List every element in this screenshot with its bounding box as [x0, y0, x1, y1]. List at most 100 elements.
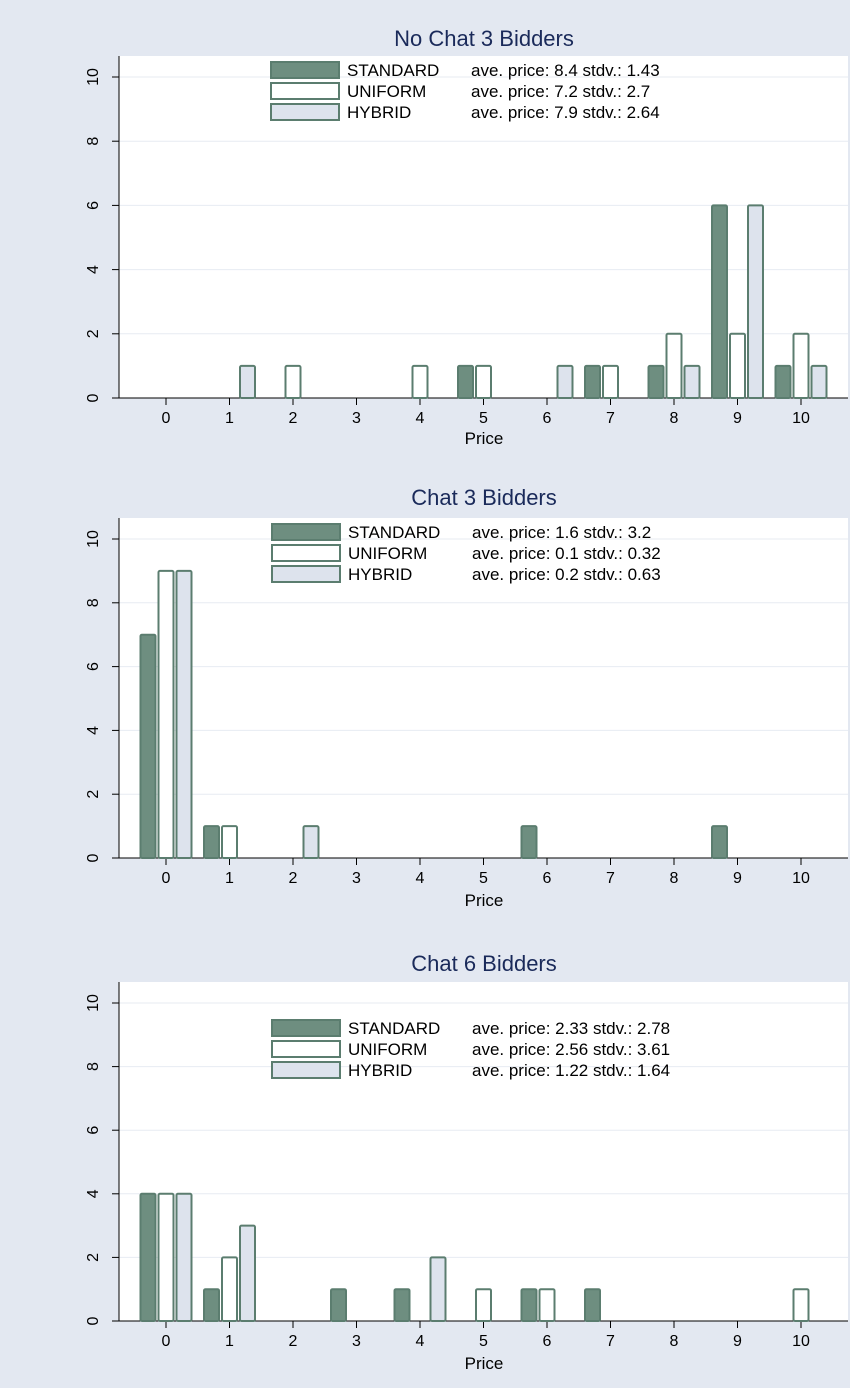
chart-title: No Chat 3 Bidders — [394, 26, 574, 51]
legend-name-hybrid: HYBRID — [347, 103, 411, 122]
legend-key-hybrid — [271, 565, 341, 583]
x-tick-label: 3 — [352, 870, 361, 887]
x-tick-label: 5 — [479, 870, 488, 887]
chart-panel-2: Chat 3 Bidders 0 2 4 6 8 10 0 1 2 3 4 5 6 7 8 9 10 Price ST… — [85, 485, 848, 910]
x-tick-label: 6 — [543, 1333, 552, 1350]
legend-name-standard: STANDARD — [348, 1019, 440, 1038]
bar-hybrid-0 — [175, 569, 193, 860]
legend-name-uniform: UNIFORM — [347, 82, 426, 101]
x-tick-label: 4 — [416, 410, 425, 427]
bar-standard-6 — [520, 1288, 538, 1322]
y-tick-label: 0 — [85, 393, 102, 402]
x-tick-label: 2 — [289, 410, 298, 427]
y-tick-label: 6 — [85, 201, 102, 210]
chart-panel-1: No Chat 3 Bidders 0 2 4 6 8 10 0 1 2 3 4 5 6 7 8 9 10 Pric… — [85, 26, 848, 448]
legend-key-uniform — [270, 82, 340, 100]
x-tick-label: 5 — [479, 1333, 488, 1350]
y-tick-label: 0 — [85, 1316, 102, 1325]
bar-standard-0 — [139, 633, 157, 860]
bar-uniform-5 — [475, 1288, 492, 1322]
y-tick-label: 2 — [85, 329, 102, 338]
y-tick-label: 10 — [85, 68, 102, 86]
legend-key-standard — [271, 523, 341, 541]
legend-stats-hybrid: ave. price: 0.2 stdv.: 0.63 — [472, 565, 661, 584]
x-tick-label: 7 — [606, 1333, 615, 1350]
bar-uniform-7 — [602, 364, 619, 399]
legend-key-uniform — [271, 1040, 341, 1058]
y-tick-label: 0 — [85, 853, 102, 862]
x-tick-label: 2 — [289, 870, 298, 887]
x-tick-label: 4 — [416, 870, 425, 887]
legend-key-uniform — [271, 544, 341, 562]
x-tick-label: 5 — [479, 410, 488, 427]
legend-key-standard — [271, 1019, 341, 1037]
x-tick-label: 1 — [225, 870, 234, 887]
x-tick-label: 10 — [792, 410, 810, 427]
bar-standard-1 — [203, 1288, 220, 1322]
y-tick-label: 4 — [85, 726, 102, 735]
legend-key-hybrid — [271, 1061, 341, 1079]
x-axis-label: Price — [465, 1354, 504, 1373]
bar-standard-0 — [139, 1192, 157, 1323]
bar-hybrid-6 — [556, 364, 574, 399]
y-tick-label: 10 — [85, 994, 102, 1012]
chart-title: Chat 6 Bidders — [411, 951, 557, 976]
bar-standard-5 — [457, 364, 474, 399]
x-tick-label: 7 — [606, 870, 615, 887]
y-tick-label: 4 — [85, 1189, 102, 1198]
bar-uniform-2 — [284, 364, 302, 399]
chart-title: Chat 3 Bidders — [411, 485, 557, 510]
legend-stats-standard: ave. price: 2.33 stdv.: 2.78 — [472, 1019, 670, 1038]
bar-uniform-10 — [792, 1288, 810, 1322]
legend-name-hybrid: HYBRID — [348, 1061, 412, 1080]
bar-standard-10 — [774, 364, 792, 399]
bar-uniform-10 — [792, 332, 810, 399]
legend-name-uniform: UNIFORM — [348, 1040, 427, 1059]
legend-stats-standard: ave. price: 1.6 stdv.: 3.2 — [472, 523, 651, 542]
bar-standard-4 — [393, 1288, 411, 1322]
legend-stats-hybrid: ave. price: 7.9 stdv.: 2.64 — [471, 103, 660, 122]
x-tick-label: 8 — [670, 870, 679, 887]
bar-standard-3 — [330, 1288, 347, 1322]
x-tick-label: 9 — [733, 1333, 742, 1350]
y-tick-label: 2 — [85, 790, 102, 799]
plot-area — [119, 518, 848, 858]
bar-uniform-6 — [538, 1288, 556, 1322]
bar-uniform-1 — [221, 1256, 238, 1323]
bar-uniform-0 — [157, 569, 175, 860]
y-tick-label: 2 — [85, 1253, 102, 1262]
y-tick-label: 8 — [85, 137, 102, 146]
y-tick-label: 10 — [85, 530, 102, 548]
y-tick-label: 8 — [85, 1062, 102, 1071]
legend-key-standard — [270, 61, 340, 79]
x-axis-label: Price — [465, 429, 504, 448]
x-tick-label: 0 — [162, 1333, 171, 1350]
x-tick-label: 4 — [416, 1333, 425, 1350]
bar-hybrid-2 — [302, 825, 320, 859]
bar-uniform-8 — [665, 332, 683, 399]
legend-name-uniform: UNIFORM — [348, 544, 427, 563]
x-tick-label: 10 — [792, 870, 810, 887]
bar-uniform-4 — [411, 364, 429, 399]
legend-stats-uniform: ave. price: 2.56 stdv.: 3.61 — [472, 1040, 670, 1059]
x-tick-label: 6 — [543, 870, 552, 887]
y-tick-label: 6 — [85, 1126, 102, 1135]
x-tick-label: 8 — [670, 1333, 679, 1350]
y-tick-label: 4 — [85, 265, 102, 274]
x-tick-label: 6 — [543, 410, 552, 427]
legend-name-standard: STANDARD — [347, 61, 439, 80]
chart-panel-3: Chat 6 Bidders 0 2 4 6 8 10 0 1 2 3 4 5 6 7 8 9 10 Price ST… — [85, 951, 848, 1373]
y-tick-label: 6 — [85, 662, 102, 671]
bar-hybrid-10 — [810, 364, 828, 399]
x-tick-label: 3 — [352, 1333, 361, 1350]
x-axis-label: Price — [465, 891, 504, 910]
x-tick-label: 0 — [162, 410, 171, 427]
x-tick-label: 0 — [162, 870, 171, 887]
x-tick-label: 10 — [792, 1333, 810, 1350]
legend-stats-uniform: ave. price: 7.2 stdv.: 2.7 — [471, 82, 650, 101]
y-tick-label: 8 — [85, 598, 102, 607]
legend-stats-uniform: ave. price: 0.1 stdv.: 0.32 — [472, 544, 661, 563]
legend-name-standard: STANDARD — [348, 523, 440, 542]
